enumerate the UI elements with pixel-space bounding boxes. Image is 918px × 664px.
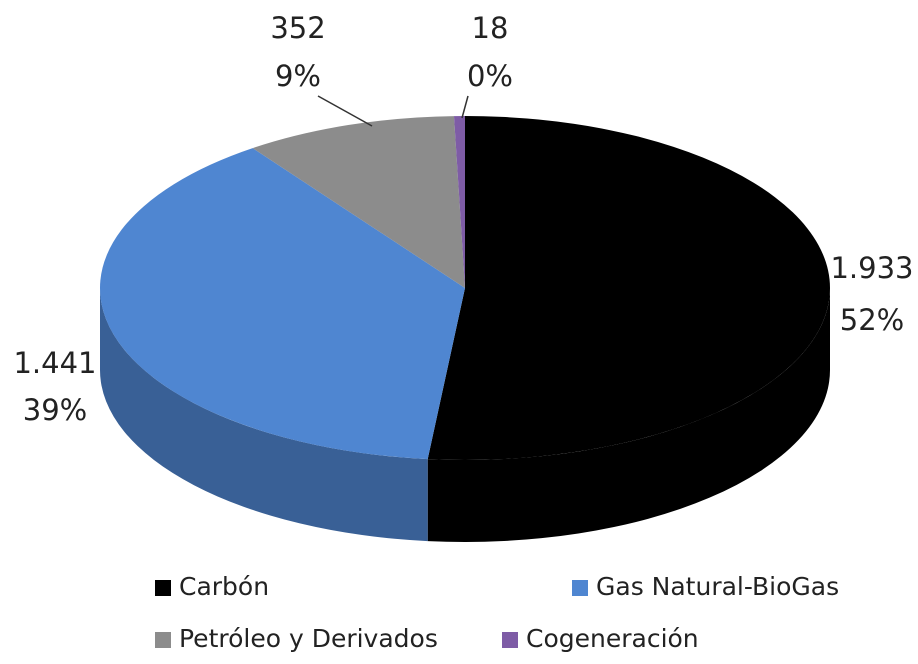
pie-tops <box>99 116 830 460</box>
pie-side <box>100 288 428 542</box>
percent-label: 52% <box>840 303 904 337</box>
pie-sides <box>100 288 830 542</box>
legend-swatch <box>502 632 518 648</box>
pie-slice <box>427 116 830 460</box>
percent-label: 0% <box>467 59 513 93</box>
leader-line <box>317 95 373 127</box>
pie-slice <box>252 116 465 289</box>
pie-slice <box>99 148 466 460</box>
legend-label: Cogeneración <box>526 624 699 653</box>
legend-swatch <box>572 580 588 596</box>
pie-slice <box>453 116 465 288</box>
legend-label: Petróleo y Derivados <box>179 624 438 653</box>
value-label: 1.933 <box>830 251 913 285</box>
legend-label: Carbón <box>179 572 269 601</box>
percent-label: 39% <box>23 393 87 427</box>
value-label: 18 <box>472 11 509 45</box>
percent-label: 9% <box>275 59 321 93</box>
legend-label: Gas Natural-BioGas <box>596 572 839 601</box>
pie-side <box>427 288 830 542</box>
legend-swatch <box>155 580 171 596</box>
leader-line <box>461 95 469 119</box>
legend-swatch <box>155 632 171 648</box>
value-label: 352 <box>270 11 325 45</box>
value-label: 1.441 <box>13 346 96 380</box>
